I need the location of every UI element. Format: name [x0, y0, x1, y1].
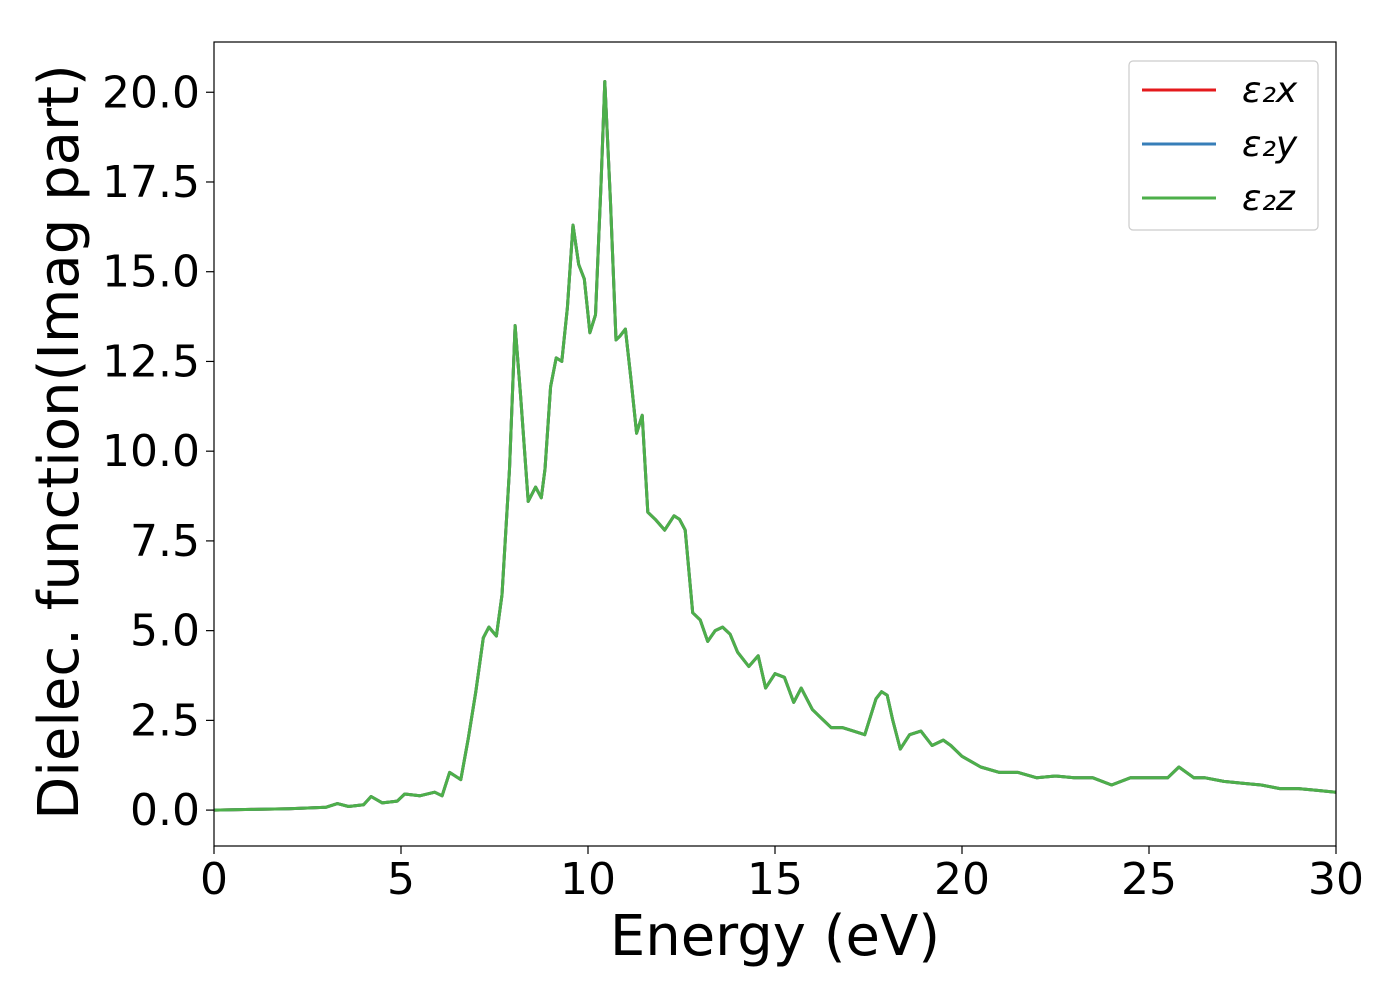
y-tick-label: 17.5 — [102, 157, 200, 208]
y-tick-label: 2.5 — [130, 695, 200, 746]
legend-items: ε₂x ε₂y ε₂z — [1142, 70, 1298, 219]
x-tick-label: 25 — [1121, 854, 1177, 905]
y-tick-label: 12.5 — [102, 336, 200, 387]
y-axis-title: Dielec. function(Imag part) — [27, 64, 92, 820]
y-tick-label: 5.0 — [130, 606, 200, 657]
x-tick-label: 10 — [560, 854, 616, 905]
x-tick-label: 30 — [1308, 854, 1364, 905]
x-axis-title: Energy (eV) — [610, 904, 940, 969]
legend-label: ε₂z — [1242, 178, 1296, 219]
y-tick-label: 7.5 — [130, 516, 200, 567]
y-tick-label: 15.0 — [102, 247, 200, 298]
x-tick-label: 20 — [934, 854, 990, 905]
x-tick-label: 5 — [387, 854, 415, 905]
legend: ε₂x ε₂y ε₂z — [1128, 60, 1319, 231]
legend-label: ε₂x — [1242, 70, 1298, 111]
y-tick-label: 10.0 — [102, 426, 200, 477]
series-line-3 — [214, 80, 1336, 812]
x-axis-ticks: 0 5 10 15 20 25 30 — [200, 846, 1364, 905]
legend-box — [1128, 60, 1319, 231]
y-tick-label: 0.0 — [130, 785, 200, 836]
x-tick-label: 0 — [200, 854, 228, 905]
y-tick-label: 20.0 — [102, 67, 200, 118]
series-layer — [214, 80, 1336, 812]
legend-label: ε₂y — [1242, 124, 1298, 165]
y-axis-ticks: 0.0 2.5 5.0 7.5 10.0 12.5 15.0 17.5 20.0 — [102, 67, 214, 836]
x-tick-label: 15 — [747, 854, 803, 905]
